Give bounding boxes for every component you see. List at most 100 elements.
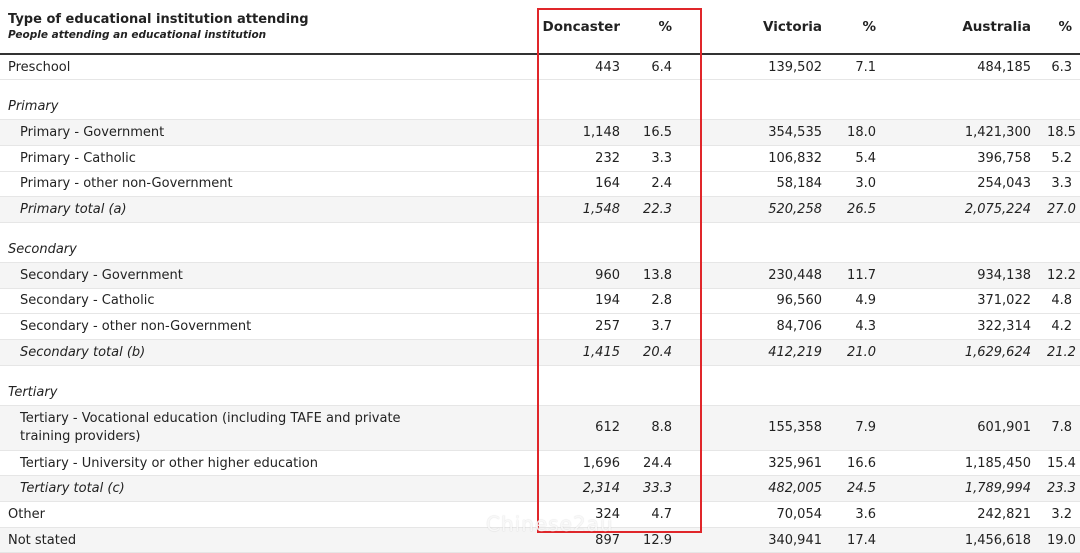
- cell-australia-count: 1,789,994: [964, 481, 1031, 497]
- subtotal-row: Tertiary total (c) 2,314 33.3 482,005 24.5 1,…: [0, 475, 1080, 502]
- row-label: Not stated: [8, 532, 77, 548]
- row-label: Secondary: [8, 241, 77, 257]
- table-subtitle: People attending an educational institut…: [8, 29, 267, 41]
- cell-doncaster-pct: 24.4: [643, 455, 672, 471]
- cell-australia-pct: 21.2: [1047, 344, 1076, 360]
- cell-doncaster-count: 2,314: [582, 481, 620, 497]
- cell-victoria-pct: 5.4: [855, 150, 876, 166]
- cell-doncaster-count: 194: [595, 293, 620, 309]
- table-row: Other 324 4.7 70,054 3.6 242,821 3.2: [0, 502, 1080, 528]
- table-row: Primary - Government 1,148 16.5 354,535 18.0…: [0, 119, 1080, 146]
- cell-victoria-count: 482,005: [768, 481, 822, 497]
- table-row: Preschool 443 6.4 139,502 7.1 484,185 6.3: [0, 54, 1080, 80]
- cell-victoria-pct: 16.6: [847, 455, 876, 471]
- table-body: Preschool 443 6.4 139,502 7.1 484,185 6.3 Prima…: [0, 54, 1080, 553]
- cell-victoria-count: 84,706: [776, 319, 823, 335]
- cell-australia-count: 254,043: [977, 176, 1031, 192]
- cell-doncaster-count: 612: [595, 420, 620, 436]
- cell-australia-pct: 4.8: [1051, 293, 1072, 309]
- table-title: Type of educational institution attendin…: [8, 12, 309, 27]
- cell-australia-count: 1,185,450: [964, 455, 1031, 471]
- table-row: Secondary - other non-Government 257 3.7 84…: [0, 314, 1080, 340]
- table-header-row: Type of educational institution attendin…: [0, 0, 1080, 55]
- cell-doncaster-count: 960: [595, 267, 620, 283]
- cell-australia-count: 601,901: [977, 420, 1031, 436]
- cell-victoria-count: 325,961: [768, 455, 822, 471]
- table-row: Secondary - Government 960 13.8 230,448 11.7…: [0, 262, 1080, 289]
- cell-victoria-pct: 7.1: [855, 59, 876, 75]
- cell-victoria-count: 96,560: [776, 293, 823, 309]
- cell-victoria-count: 520,258: [768, 202, 822, 218]
- cell-australia-count: 371,022: [977, 293, 1031, 309]
- subtotal-row: Primary total (a) 1,548 22.3 520,258 26.5 2,0…: [0, 196, 1080, 223]
- cell-doncaster-pct: 3.3: [651, 150, 672, 166]
- cell-victoria-pct: 3.0: [855, 176, 876, 192]
- cell-doncaster-count: 443: [595, 59, 620, 75]
- row-label: Primary - Catholic: [20, 150, 136, 166]
- cell-australia-pct: 27.0: [1047, 202, 1076, 218]
- cell-doncaster-pct: 8.8: [651, 420, 672, 436]
- table-row: Not stated 897 12.9 340,941 17.4 1,456,618 19.…: [0, 527, 1080, 553]
- cell-australia-count: 1,629,624: [964, 344, 1031, 360]
- cell-australia-pct: 3.2: [1051, 506, 1072, 522]
- cell-australia-pct: 5.2: [1051, 150, 1072, 166]
- cell-victoria-pct: 26.5: [847, 202, 876, 218]
- group-header-row: Secondary: [0, 222, 1080, 263]
- cell-australia-pct: 12.2: [1047, 267, 1076, 283]
- cell-victoria-pct: 24.5: [847, 481, 876, 497]
- row-label: Primary: [8, 99, 59, 115]
- row-label: Tertiary - University or other higher ed…: [20, 455, 318, 471]
- cell-australia-count: 1,456,618: [964, 532, 1031, 548]
- cell-victoria-count: 106,832: [768, 150, 822, 166]
- cell-doncaster-pct: 12.9: [643, 532, 672, 548]
- row-label: Primary total (a): [20, 202, 127, 218]
- group-header-row: Tertiary: [0, 365, 1080, 406]
- cell-doncaster-pct: 3.7: [651, 319, 672, 335]
- column-header-australia-pct: %: [1039, 0, 1080, 55]
- cell-doncaster-pct: 20.4: [643, 344, 672, 360]
- cell-doncaster-pct: 16.5: [643, 125, 672, 141]
- row-label: Tertiary - Vocational education (includi…: [20, 410, 401, 444]
- cell-victoria-count: 58,184: [776, 176, 823, 192]
- cell-australia-pct: 19.0: [1047, 532, 1076, 548]
- cell-victoria-pct: 4.3: [855, 319, 876, 335]
- cell-australia-count: 1,421,300: [964, 125, 1031, 141]
- row-label: Secondary - other non-Government: [20, 319, 252, 335]
- cell-australia-pct: 23.3: [1047, 481, 1076, 497]
- row-label: Secondary - Government: [20, 267, 183, 283]
- cell-doncaster-count: 1,548: [582, 202, 620, 218]
- header-label-cell: Type of educational institution attendin…: [0, 0, 532, 55]
- cell-victoria-count: 230,448: [768, 267, 822, 283]
- cell-doncaster-pct: 2.4: [651, 176, 672, 192]
- cell-victoria-count: 139,502: [768, 59, 822, 75]
- column-header-australia: Australia: [884, 0, 1039, 55]
- cell-victoria-pct: 7.9: [855, 420, 876, 436]
- cell-doncaster-pct: 2.8: [651, 293, 672, 309]
- cell-victoria-count: 412,219: [768, 344, 822, 360]
- column-header-doncaster-pct: %: [628, 0, 680, 55]
- cell-victoria-pct: 4.9: [855, 293, 876, 309]
- cell-victoria-count: 155,358: [768, 420, 822, 436]
- cell-victoria-count: 340,941: [768, 532, 822, 548]
- cell-australia-pct: 15.4: [1047, 455, 1076, 471]
- cell-australia-count: 242,821: [977, 506, 1031, 522]
- subtotal-row: Secondary total (b) 1,415 20.4 412,219 21.0 1…: [0, 339, 1080, 366]
- cell-australia-pct: 7.8: [1051, 420, 1072, 436]
- cell-australia-pct: 3.3: [1051, 176, 1072, 192]
- cell-doncaster-pct: 13.8: [643, 267, 672, 283]
- cell-doncaster-count: 1,148: [582, 125, 620, 141]
- table-row: Tertiary - University or other higher ed…: [0, 450, 1080, 476]
- cell-australia-pct: 18.5: [1047, 125, 1076, 141]
- row-label: Secondary total (b): [20, 344, 146, 360]
- cell-doncaster-count: 257: [595, 319, 620, 335]
- column-header-victoria-pct: %: [830, 0, 884, 55]
- cell-doncaster-count: 232: [595, 150, 620, 166]
- cell-australia-count: 484,185: [977, 59, 1031, 75]
- cell-victoria-pct: 21.0: [847, 344, 876, 360]
- table-row: Primary - other non-Government 164 2.4 58,1…: [0, 171, 1080, 197]
- table-row: Primary - Catholic 232 3.3 106,832 5.4 396,75…: [0, 145, 1080, 172]
- cell-victoria-pct: 11.7: [847, 267, 876, 283]
- cell-doncaster-pct: 6.4: [651, 59, 672, 75]
- row-label: Primary - other non-Government: [20, 176, 233, 192]
- table-row: Secondary - Catholic 194 2.8 96,560 4.9 371,0…: [0, 288, 1080, 314]
